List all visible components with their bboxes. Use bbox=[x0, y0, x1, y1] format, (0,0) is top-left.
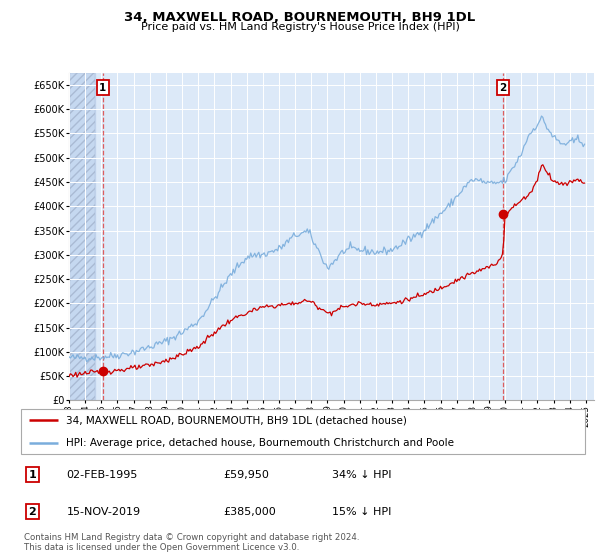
Bar bbox=[69, 73, 95, 400]
Text: 34% ↓ HPI: 34% ↓ HPI bbox=[331, 470, 391, 479]
Text: £385,000: £385,000 bbox=[223, 507, 276, 517]
Text: 2: 2 bbox=[28, 507, 36, 517]
Text: 15% ↓ HPI: 15% ↓ HPI bbox=[331, 507, 391, 517]
FancyBboxPatch shape bbox=[21, 409, 585, 454]
Text: 34, MAXWELL ROAD, BOURNEMOUTH, BH9 1DL (detached house): 34, MAXWELL ROAD, BOURNEMOUTH, BH9 1DL (… bbox=[67, 416, 407, 426]
Text: 1: 1 bbox=[28, 470, 36, 479]
Text: 34, MAXWELL ROAD, BOURNEMOUTH, BH9 1DL: 34, MAXWELL ROAD, BOURNEMOUTH, BH9 1DL bbox=[124, 11, 476, 24]
Text: Contains HM Land Registry data © Crown copyright and database right 2024.
This d: Contains HM Land Registry data © Crown c… bbox=[24, 533, 359, 552]
Bar bbox=[69, 73, 95, 400]
Text: 15-NOV-2019: 15-NOV-2019 bbox=[67, 507, 140, 517]
Text: 1: 1 bbox=[99, 82, 106, 92]
Text: £59,950: £59,950 bbox=[223, 470, 269, 479]
Text: HPI: Average price, detached house, Bournemouth Christchurch and Poole: HPI: Average price, detached house, Bour… bbox=[67, 438, 454, 448]
Text: 2: 2 bbox=[499, 82, 506, 92]
Text: Price paid vs. HM Land Registry's House Price Index (HPI): Price paid vs. HM Land Registry's House … bbox=[140, 22, 460, 32]
Text: 02-FEB-1995: 02-FEB-1995 bbox=[67, 470, 138, 479]
